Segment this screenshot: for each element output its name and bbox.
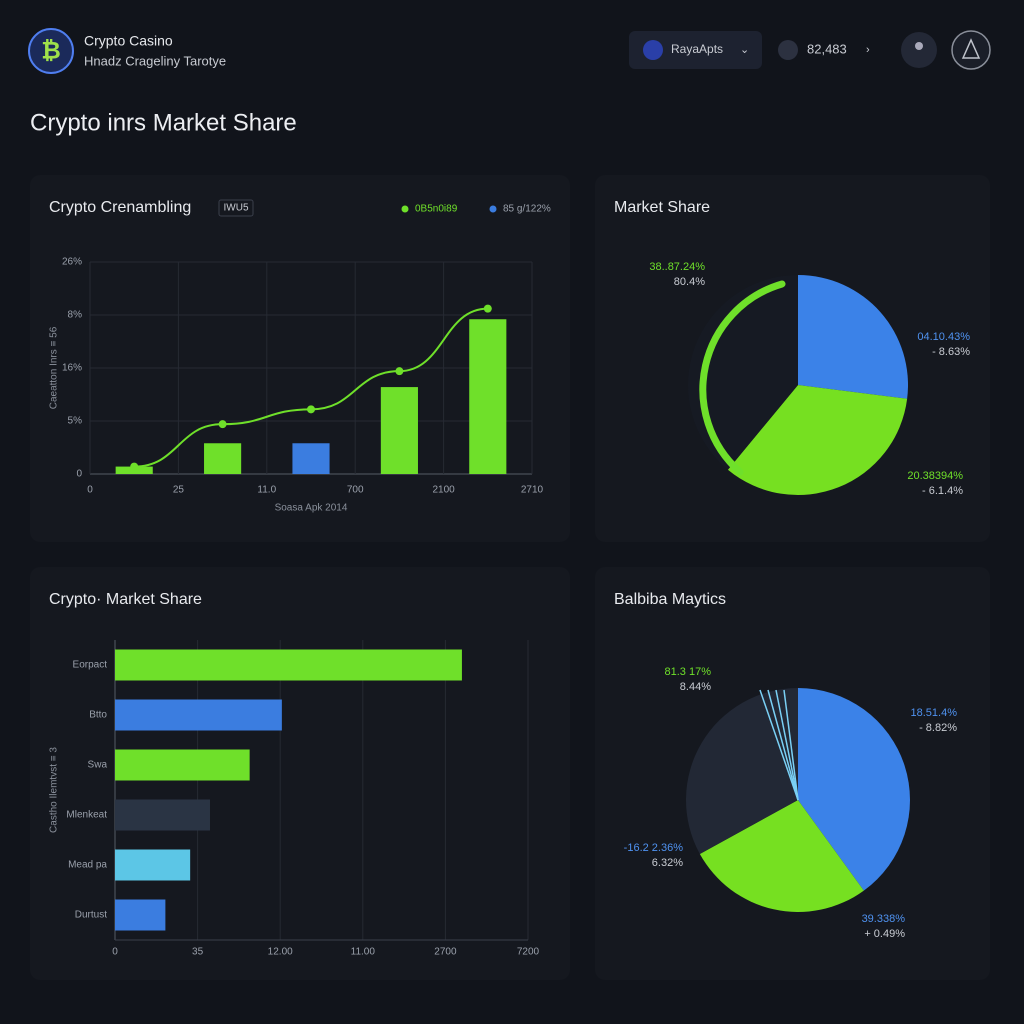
annotation-sub: - 6.1.4%	[922, 485, 963, 497]
annotation-sub: 6.32%	[652, 857, 683, 869]
legend-label: 85 g/122%	[503, 204, 551, 215]
chevron: ⌄	[740, 44, 749, 56]
logo-glyph: ₿	[41, 37, 61, 64]
y-tick-label: Eorpact	[73, 660, 108, 671]
annotation: 18.51.4%	[911, 707, 958, 719]
y-axis-label: Castho Ilemtvst ≡ 3	[49, 747, 60, 833]
bar	[115, 749, 250, 781]
pie-slice	[798, 688, 911, 891]
y-tick-label: Mlenkeat	[66, 810, 107, 821]
pie-slice	[685, 688, 798, 854]
bar	[115, 699, 282, 731]
line-point	[307, 405, 315, 414]
dropdown-label: RayaApts	[671, 42, 723, 56]
badge	[218, 199, 254, 217]
annotation-sub: + 0.49%	[864, 928, 905, 940]
bar	[204, 443, 242, 474]
x-tick-label: 2700	[434, 947, 457, 958]
x-tick-label: 12.00	[268, 947, 293, 958]
ring-arc	[699, 280, 786, 476]
arrow: ›	[866, 44, 870, 56]
y-tick-label: Durtust	[75, 910, 107, 921]
logo	[28, 28, 74, 74]
x-tick-label: 700	[347, 485, 364, 496]
bar	[380, 387, 418, 474]
bar	[469, 319, 507, 474]
tagline: Hnadz Crageliny Tarotye	[84, 53, 226, 68]
line-point	[130, 462, 139, 471]
line-point	[218, 420, 227, 429]
x-tick-label: 7200	[517, 947, 540, 958]
annotation: -16.2 2.36%	[624, 842, 684, 854]
y-tick-label: 0	[76, 469, 82, 480]
pie-slice	[798, 275, 908, 399]
annotation-sub: 80.4%	[674, 276, 705, 288]
legend-label: 0B5n0i89	[415, 204, 458, 215]
pie-slice	[699, 800, 864, 913]
y-tick-label: 16%	[62, 363, 82, 374]
x-tick-label: 2100	[432, 485, 455, 496]
legend-swatch	[489, 205, 497, 213]
pie-stripe	[767, 689, 799, 801]
annotation-sub: - 8.63%	[932, 346, 970, 358]
balance: 82,483	[807, 41, 847, 56]
annotation: 38..87.24%	[649, 261, 705, 273]
x-tick-label: 2710	[521, 485, 544, 496]
x-tick-label: 0	[87, 485, 93, 496]
annotation: 04.10.43%	[917, 331, 970, 343]
panel	[30, 175, 570, 542]
x-tick-label: 11.00	[351, 947, 376, 958]
y-axis-label: Caeatton Inrs ≡ 56	[49, 326, 60, 409]
y-tick-label: Swa	[88, 760, 108, 771]
annotation: 39.338%	[862, 913, 906, 925]
legend-swatch	[401, 205, 409, 213]
x-tick-label: 25	[173, 485, 185, 496]
badge-text: IWU5	[224, 203, 249, 214]
bar	[292, 443, 330, 474]
line-point	[395, 367, 404, 376]
bar	[115, 799, 210, 831]
dropdown[interactable]	[629, 31, 762, 69]
panel-title: Crypto Crenambling	[49, 199, 191, 216]
x-tick-label: 35	[192, 947, 204, 958]
annotation: 20.38394%	[907, 470, 963, 482]
bar	[115, 849, 191, 881]
annotation-sub: 8.44%	[680, 681, 711, 693]
panel	[30, 567, 570, 980]
x-axis-label: Soasa Apk 2014	[275, 503, 348, 514]
line-point	[483, 304, 492, 313]
y-tick-label: 8%	[68, 310, 83, 321]
pie-stripe	[783, 689, 799, 801]
profile-icon	[915, 42, 923, 50]
settings-button[interactable]	[951, 30, 991, 70]
y-tick-label: Mead pa	[68, 860, 107, 871]
pie-slice	[727, 385, 908, 496]
y-tick-label: 5%	[68, 416, 83, 427]
balance-icon	[778, 40, 798, 60]
y-tick-label: Btto	[89, 710, 107, 721]
pie-stripe	[775, 689, 799, 801]
panel-title: Market Share	[614, 199, 710, 216]
bar	[115, 899, 166, 931]
brand: Crypto Casino	[84, 33, 173, 49]
pie-slice	[688, 275, 798, 470]
bar	[115, 649, 462, 681]
annotation-sub: - 8.82%	[919, 722, 957, 734]
y-tick-label: 26%	[62, 257, 82, 268]
annotation: 81.3 17%	[665, 666, 712, 678]
settings-icon	[961, 38, 981, 59]
page-title: Crypto inrs Market Share	[30, 109, 297, 136]
dropdown-icon	[643, 40, 663, 60]
x-tick-label: 0	[112, 947, 118, 958]
panel-title: Balbiba Maytics	[614, 591, 726, 608]
panel-title: Crypto· Market Share	[49, 591, 202, 608]
x-tick-label: 11.0	[257, 485, 276, 496]
pie-stripe	[759, 689, 799, 801]
